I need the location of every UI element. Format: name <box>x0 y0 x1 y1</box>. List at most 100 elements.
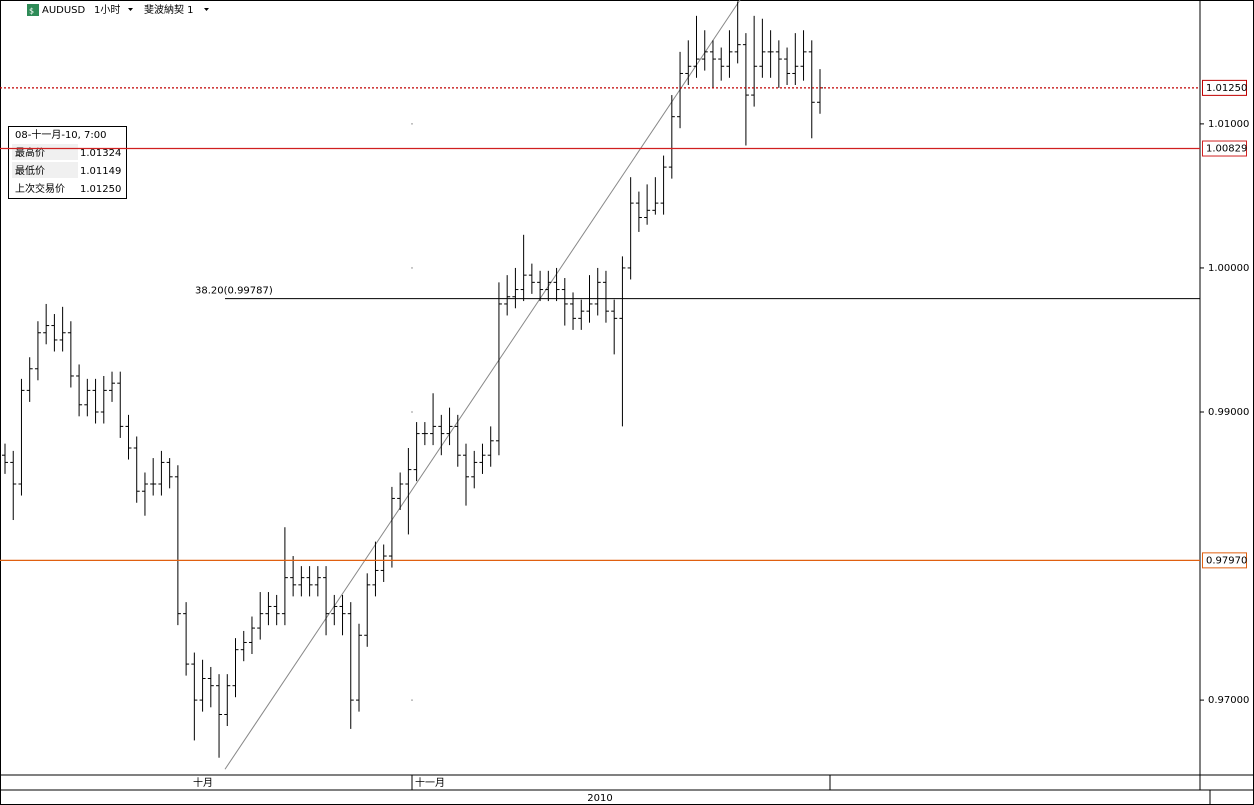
ohlc-bar <box>141 472 148 516</box>
ohlc-bar <box>100 375 107 424</box>
ohlc-bar <box>92 378 99 424</box>
header[interactable]: $ AUDUSD 1小时 斐波納契 1 <box>27 3 209 16</box>
ohlc-bar <box>792 33 799 85</box>
ohlc-bar <box>364 573 371 647</box>
y-tick-label: 1.00000 <box>1208 263 1249 274</box>
price-level-label: 1.00829 <box>1206 144 1247 155</box>
ohlc-bar <box>726 30 733 78</box>
timeframe[interactable]: 1小时 <box>94 4 120 16</box>
ohlc-bar <box>487 426 494 467</box>
ohlc-bar <box>627 177 634 280</box>
icon-glyph: $ <box>29 7 34 16</box>
ohlc-bar <box>693 15 700 78</box>
ohlc-bar <box>644 184 651 225</box>
ohlc-bar <box>413 422 420 482</box>
year-label: 2010 <box>587 793 612 804</box>
ohlc-bar <box>257 592 264 640</box>
ohlc-bar <box>397 472 404 510</box>
ohlc-bar <box>331 594 338 626</box>
ohlc-bar <box>775 40 782 88</box>
ohlc-bar <box>800 30 807 81</box>
ohlc-bar <box>133 436 140 503</box>
ohlc-bar <box>701 30 708 71</box>
ohlc-bar <box>281 527 288 626</box>
ohlc-bar <box>759 18 766 78</box>
ohlc-bar <box>784 47 791 85</box>
ohlc-bar <box>339 594 346 636</box>
price-level-box <box>1202 79 1247 96</box>
ohlc-bar <box>265 592 272 626</box>
ohlc-bar <box>191 652 198 741</box>
ohlc-bar <box>298 566 305 597</box>
ohlc-bar <box>495 282 502 456</box>
y-tick-label: 0.99000 <box>1208 407 1249 418</box>
ohlc-bar <box>668 95 675 179</box>
ohlc-bar <box>174 465 181 626</box>
tooltip-value: 1.01149 <box>80 166 121 177</box>
tooltip: 08-十一月-10, 7:00 最高价 1.01324 最低价 1.01149 … <box>8 126 127 199</box>
y-tick-label: 1.01000 <box>1208 119 1249 130</box>
ohlc-bar <box>183 602 190 676</box>
month-label: 十月 <box>193 776 213 789</box>
dropdown-arrow[interactable] <box>128 8 133 11</box>
ohlc-bar <box>545 270 552 302</box>
ohlc-bar <box>405 448 412 535</box>
ohlc-bar <box>570 292 577 330</box>
ohlc-bar <box>34 321 41 381</box>
dropdown-arrow[interactable] <box>204 8 209 11</box>
symbol[interactable]: AUDUSD <box>42 5 86 16</box>
ohlc-bar <box>471 450 478 489</box>
ohlc-bar <box>553 267 560 302</box>
ohlc-bar <box>273 594 280 626</box>
tooltip-value: 1.01324 <box>80 148 121 159</box>
tooltip-key: 上次交易价 <box>15 182 65 195</box>
ohlc-bar <box>611 299 618 355</box>
ohlc-bar <box>586 275 593 323</box>
ohlc-bar <box>561 278 568 326</box>
price-level-box <box>1202 552 1247 569</box>
ohlc-bar <box>619 256 626 427</box>
ohlc-bar <box>248 616 255 654</box>
ohlc-bar <box>808 40 815 139</box>
ohlc-bar <box>742 33 749 146</box>
ohlc-bar <box>199 659 206 712</box>
ohlc-bar <box>158 450 165 496</box>
ohlc-bar <box>323 566 330 636</box>
ohlc-bar <box>685 40 692 85</box>
price-level-label: 0.97970 <box>1206 555 1247 566</box>
ohlc-bar <box>767 30 774 78</box>
ohlc-bar <box>76 364 83 417</box>
ohlc-bar <box>117 371 124 438</box>
ohlc-bar <box>150 458 157 496</box>
ohlc-bar <box>709 40 716 88</box>
ohlc-bar <box>652 177 659 215</box>
ohlc-bar <box>421 422 428 446</box>
tooltip-title: 08-十一月-10, 7:00 <box>15 128 106 141</box>
ohlc-bar <box>125 414 132 460</box>
ohlc-bar <box>67 321 74 388</box>
ohlc-bar <box>2 443 8 474</box>
tooltip-key: 最高价 <box>15 146 45 159</box>
ohlc-bar <box>240 630 247 662</box>
ohlc-bar <box>718 47 725 81</box>
ohlc-bar <box>660 155 667 215</box>
ohlc-bar <box>84 378 91 417</box>
study[interactable]: 斐波納契 1 <box>144 3 194 16</box>
ohlc-bar <box>43 303 50 345</box>
ohlc-bar <box>290 556 297 597</box>
ohlc-bar <box>734 1 741 64</box>
ohlc-bar <box>18 378 25 496</box>
fib-label: 38.20(0.99787) <box>195 286 273 297</box>
ohlc-bar <box>520 234 527 302</box>
ohlc-bar <box>528 263 535 294</box>
ohlc-bar <box>380 544 387 582</box>
ohlc-bar <box>438 414 445 456</box>
ohlc-bar <box>306 566 313 597</box>
ohlc-bar <box>347 602 354 729</box>
ohlc-bar <box>594 267 601 316</box>
ohlc-bar <box>430 393 437 446</box>
ohlc-bar <box>463 443 470 506</box>
ohlc-bar <box>602 270 609 323</box>
